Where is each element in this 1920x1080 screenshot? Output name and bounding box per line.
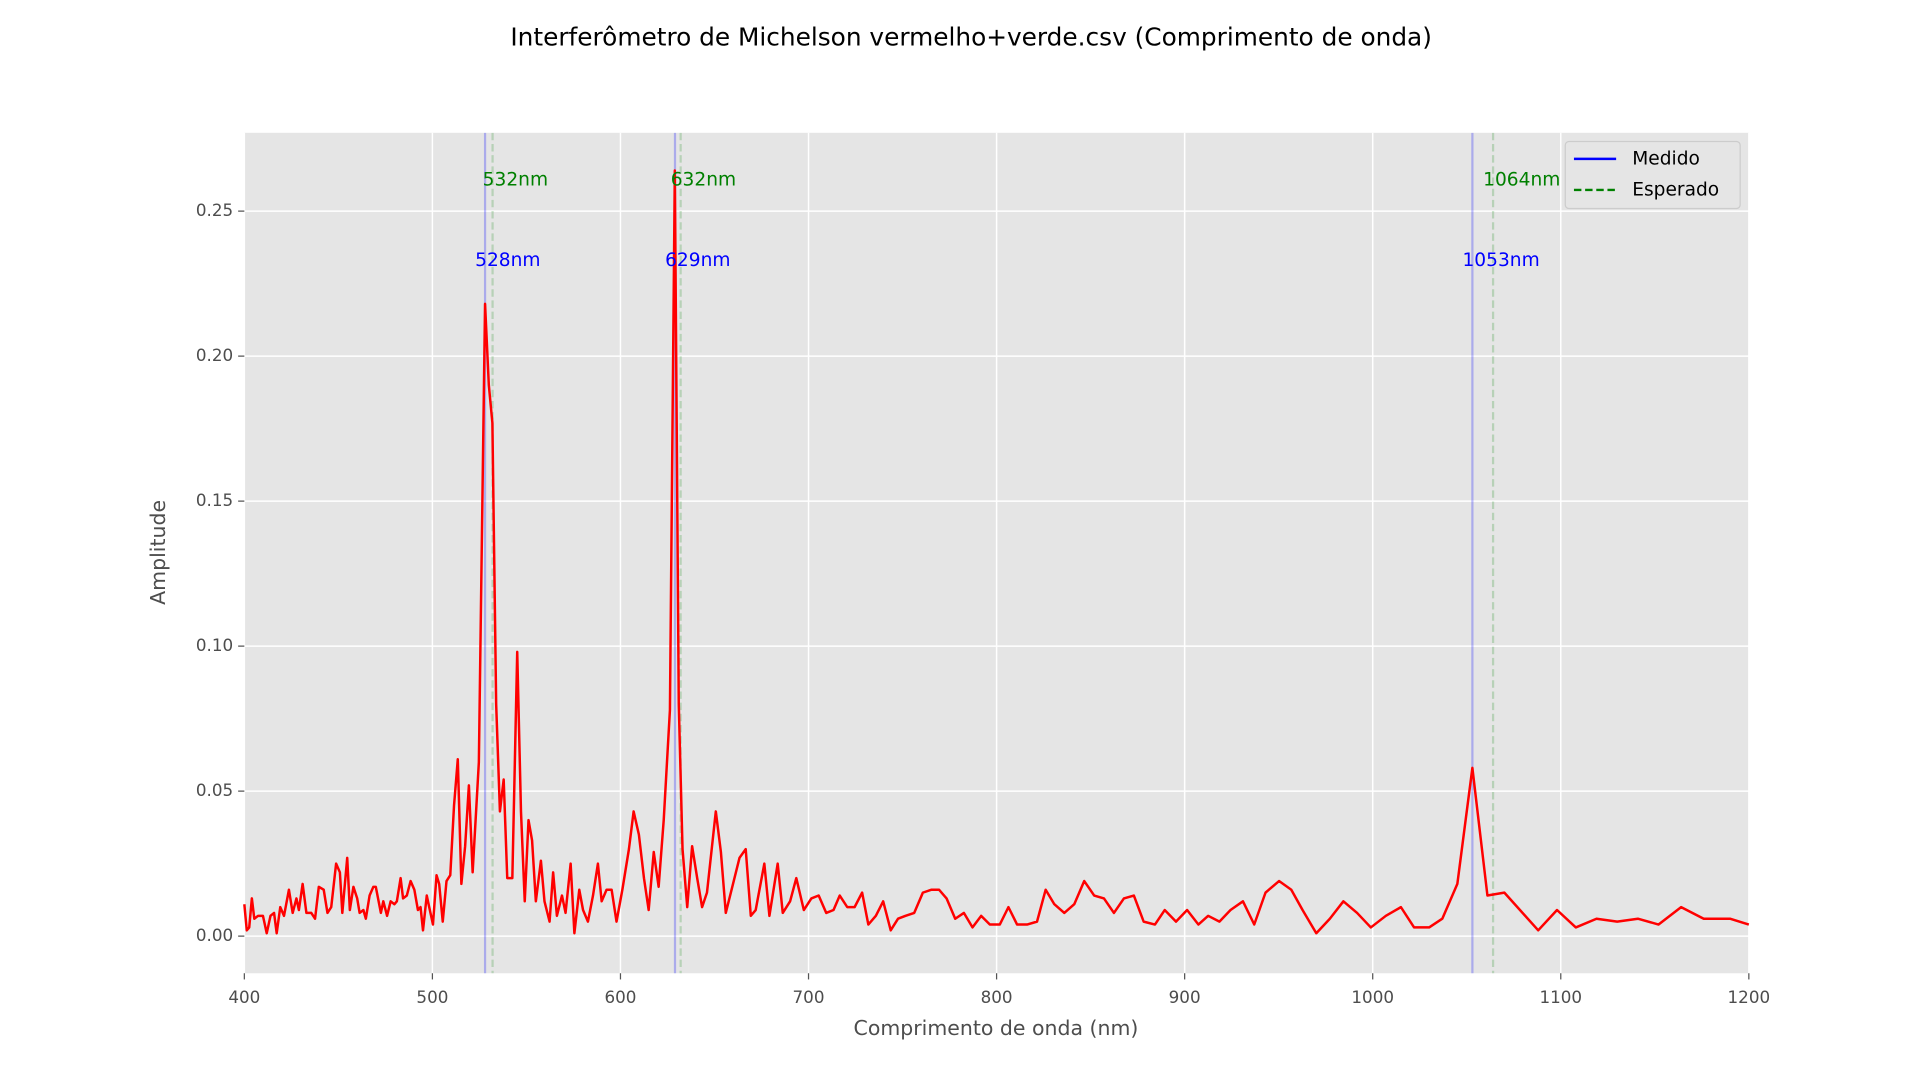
y-tick-label: 0.15 xyxy=(196,490,233,510)
x-tick-label: 900 xyxy=(1169,987,1201,1007)
x-axis-label: Comprimento de onda (nm) xyxy=(854,1016,1139,1040)
y-tick-label: 0.10 xyxy=(196,635,233,655)
reference-label: 629nm xyxy=(665,250,730,271)
legend-label: Esperado xyxy=(1632,179,1719,200)
x-tick-label: 400 xyxy=(228,987,260,1007)
x-tick-label: 1000 xyxy=(1351,987,1394,1007)
y-tick-label: 0.20 xyxy=(196,345,233,365)
x-tick-label: 800 xyxy=(981,987,1013,1007)
x-tick-label: 700 xyxy=(793,987,825,1007)
y-tick-label: 0.00 xyxy=(196,925,233,945)
x-tick-label: 500 xyxy=(416,987,448,1007)
y-tick-label: 0.25 xyxy=(196,200,233,220)
reference-label: 1064nm xyxy=(1483,169,1560,190)
x-tick-label: 1200 xyxy=(1728,987,1771,1007)
x-tick-label: 1100 xyxy=(1539,987,1582,1007)
reference-label: 1053nm xyxy=(1462,250,1539,271)
x-tick-label: 600 xyxy=(604,987,636,1007)
chart-title: Interferômetro de Michelson vermelho+ver… xyxy=(510,22,1432,51)
reference-label: 532nm xyxy=(483,169,548,190)
reference-label: 528nm xyxy=(475,250,540,271)
y-tick-label: 0.05 xyxy=(196,780,233,800)
legend-label: Medido xyxy=(1632,148,1700,169)
data-line xyxy=(243,169,1750,935)
grid xyxy=(243,132,1750,974)
marks: 528nm 629nm 1053nm 532nm 632nm 1064nm xyxy=(243,132,1750,974)
y-axis-label: Amplitude xyxy=(146,500,170,605)
reference-label: 632nm xyxy=(671,169,736,190)
